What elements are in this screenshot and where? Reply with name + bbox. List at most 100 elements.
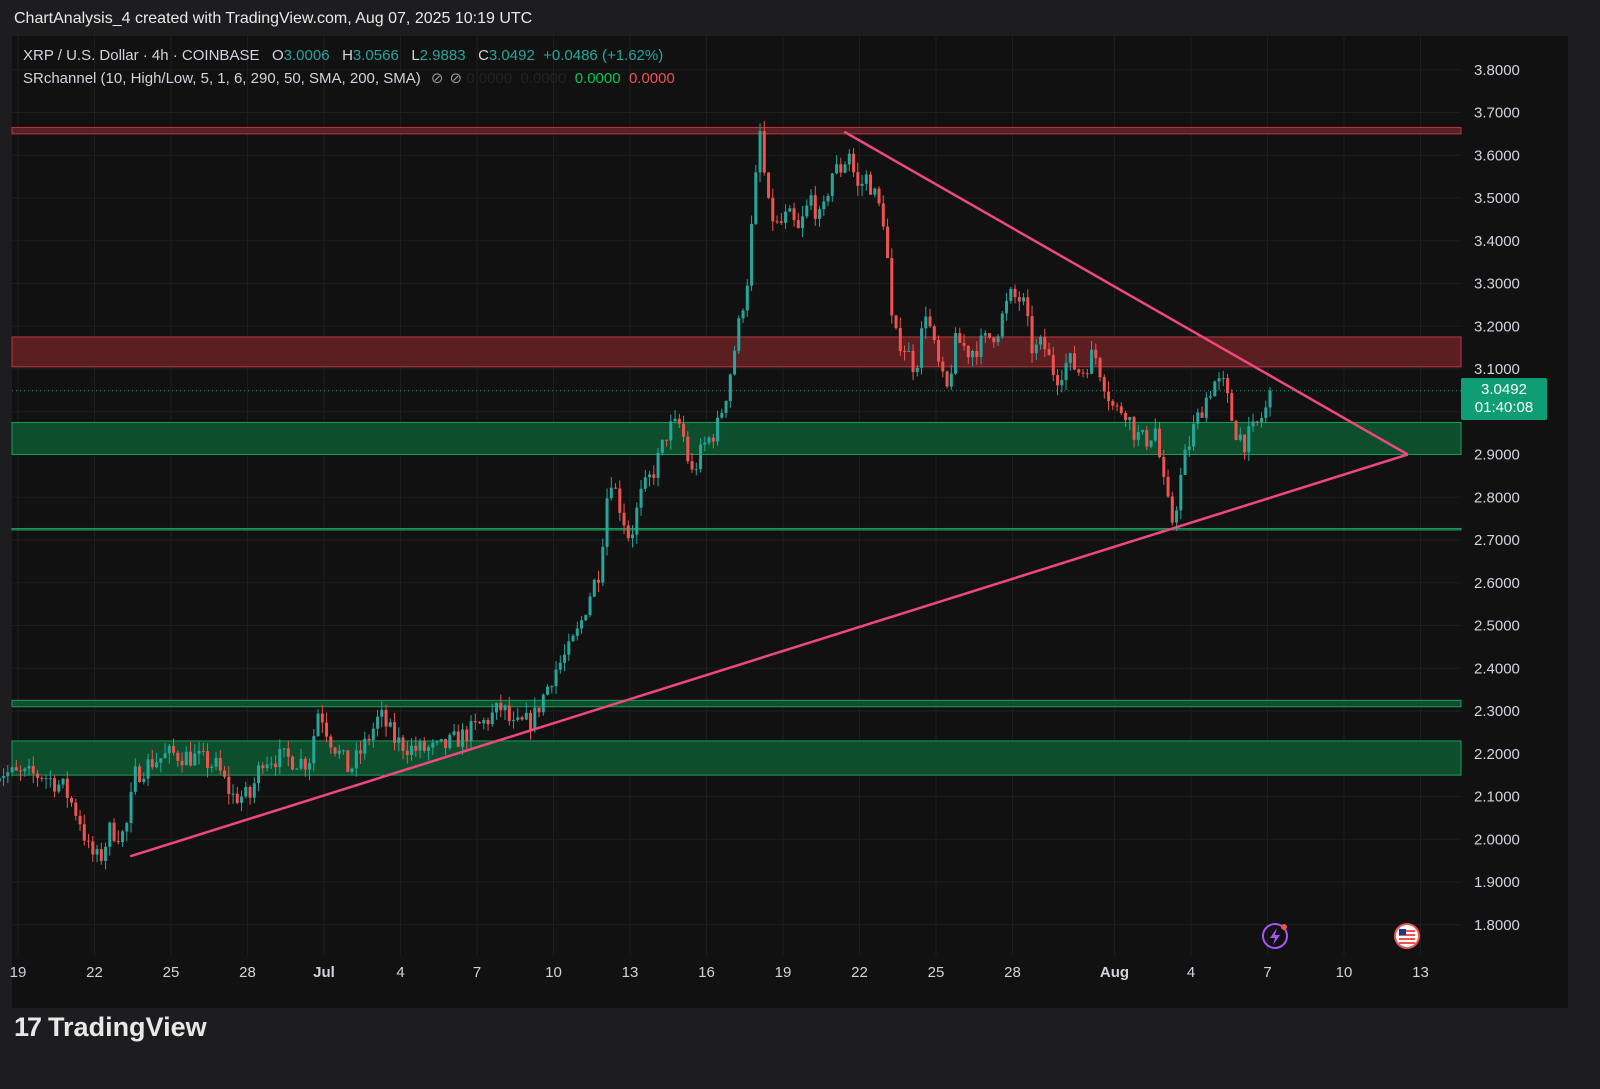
tradingview-logo[interactable]: 17 TradingView (14, 1012, 207, 1043)
candle-up (388, 722, 392, 727)
settings-icon[interactable]: ⊘ (449, 70, 463, 87)
y-tick-label: 3.7000 (1474, 105, 1520, 122)
candle-up (1000, 313, 1004, 337)
candle-up (639, 488, 643, 508)
candle-up (354, 750, 358, 769)
candle-up (2, 776, 6, 778)
indicator-name[interactable]: SRchannel (10, High/Low, 5, 1, 6, 290, 5… (23, 70, 421, 87)
candle-down (359, 750, 363, 754)
candle-up (490, 712, 494, 725)
y-tick-label: 3.1000 (1474, 361, 1520, 378)
candle-up (1204, 397, 1208, 418)
support-zone (11, 699, 1462, 708)
candle-up (240, 796, 244, 803)
candle-up (1213, 381, 1217, 397)
candle-down (1124, 412, 1128, 421)
x-tick-label: 10 (1336, 964, 1353, 981)
visibility-icon[interactable]: ⊘ (430, 70, 444, 87)
candle-up (48, 778, 52, 780)
candle-up (979, 335, 983, 358)
candle-up (121, 831, 125, 843)
y-tick-label: 3.6000 (1474, 147, 1520, 164)
candle-up (1196, 412, 1200, 424)
candle-up (159, 758, 163, 763)
candle-up (1221, 378, 1225, 380)
x-tick-label: 13 (622, 964, 639, 981)
candle-up (1217, 378, 1221, 382)
candle-down (422, 741, 426, 751)
candle-up (516, 717, 520, 720)
y-tick-label: 2.3000 (1474, 703, 1520, 720)
candle-up (163, 753, 167, 759)
candle-up (469, 721, 473, 742)
candle-up (669, 421, 673, 441)
candle-up (741, 310, 745, 319)
candle-up (231, 793, 235, 795)
candle-down (529, 712, 533, 730)
close-value: 3.0492 (488, 47, 535, 64)
candle-up (350, 768, 354, 772)
candle-down (138, 766, 142, 783)
candle-up (6, 772, 10, 777)
candle-up (210, 766, 214, 769)
candle-up (971, 350, 975, 358)
candle-up (1264, 407, 1268, 419)
candle-up (295, 768, 299, 770)
candle-down (779, 221, 783, 223)
candle-down (626, 525, 630, 539)
candle-up (10, 767, 14, 773)
change-value: +0.0486 (+1.62%) (543, 47, 664, 64)
candle-down (91, 841, 95, 855)
x-tick-label: Jul (313, 964, 335, 981)
y-tick-label: 2.8000 (1474, 489, 1520, 506)
y-tick-label: 3.8000 (1474, 62, 1520, 79)
x-tick-label: Aug (1100, 964, 1129, 981)
candle-down (1073, 353, 1077, 370)
candle-down (393, 722, 397, 743)
candle-down (622, 512, 626, 526)
candle-down (499, 703, 503, 711)
high-label: H (342, 47, 353, 64)
candle-down (70, 797, 74, 803)
candle-up (660, 439, 664, 453)
candle-down (966, 345, 970, 358)
candle-up (1128, 416, 1132, 421)
candle-down (87, 840, 91, 842)
candle-up (563, 654, 567, 663)
candle-down (771, 197, 775, 222)
x-tick-label: 7 (1263, 964, 1271, 981)
candle-up (847, 153, 851, 165)
candle-down (40, 777, 44, 779)
candle-up (554, 669, 558, 687)
last-price: 3.0492 (1481, 381, 1527, 398)
candle-down (329, 736, 333, 748)
candle-up (801, 216, 805, 229)
y-tick-label: 2.2000 (1474, 746, 1520, 763)
candle-up (860, 183, 864, 186)
candle-up (809, 195, 813, 206)
candle-up (924, 316, 928, 329)
candle-down (401, 737, 405, 751)
candle-down (1145, 430, 1149, 447)
candle-up (915, 367, 919, 373)
candle-down (881, 203, 885, 227)
candle-down (99, 849, 103, 861)
candle-up (643, 477, 647, 489)
candle-up (431, 742, 435, 748)
candle-down (274, 763, 278, 768)
candle-up (635, 507, 639, 535)
flash-event-icon[interactable] (1262, 923, 1288, 949)
candle-up (495, 703, 499, 713)
candle-up (571, 635, 575, 642)
candle-up (439, 739, 443, 742)
candle-up (907, 350, 911, 352)
symbol-name[interactable]: XRP / U.S. Dollar · 4h · COINBASE (23, 47, 260, 64)
support-zone (11, 421, 1462, 455)
candle-down (31, 766, 35, 774)
candle-down (1026, 297, 1030, 317)
candle-up (1153, 428, 1157, 441)
candle-up (1251, 421, 1255, 427)
candle-down (618, 488, 622, 513)
indicator-value-1: 0.0000 (466, 70, 513, 87)
